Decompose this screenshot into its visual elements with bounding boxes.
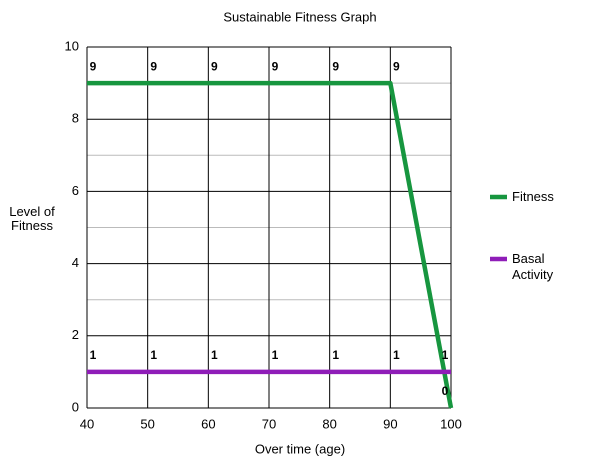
- x-tick-label: 90: [383, 416, 397, 431]
- line-series: [87, 80, 454, 409]
- y-tick-label: 4: [72, 255, 79, 270]
- data-label: 0: [442, 384, 449, 398]
- data-label: 1: [393, 348, 400, 362]
- data-label: 9: [211, 59, 218, 73]
- data-label: 1: [442, 348, 449, 362]
- legend-label: Fitness: [512, 189, 554, 204]
- x-tick-label: 60: [201, 416, 215, 431]
- y-tick-label: 6: [72, 183, 79, 198]
- data-label: 9: [90, 59, 97, 73]
- legend-label: Basal Activity: [512, 251, 554, 282]
- y-tick-label: 2: [72, 327, 79, 342]
- data-label: 1: [150, 348, 157, 362]
- data-label: 9: [393, 59, 400, 73]
- data-label: 9: [272, 59, 279, 73]
- x-tick-label: 40: [80, 416, 94, 431]
- data-label: 1: [90, 348, 97, 362]
- data-label: 9: [332, 59, 339, 73]
- y-axis-label: Level of Fitness: [9, 204, 55, 233]
- data-label: 1: [272, 348, 279, 362]
- x-tick-label: 50: [140, 416, 154, 431]
- x-axis-label: Over time (age): [255, 441, 345, 456]
- y-tick-label: 10: [65, 38, 79, 53]
- y-tick-label: 8: [72, 111, 79, 126]
- data-label: 9: [150, 59, 157, 73]
- x-tick-label: 80: [322, 416, 336, 431]
- y-tick-label: 0: [72, 399, 79, 414]
- data-label: 1: [211, 348, 218, 362]
- x-tick-label: 100: [440, 416, 462, 431]
- x-tick-label: 70: [262, 416, 276, 431]
- data-label: 1: [332, 348, 339, 362]
- chart-title: Sustainable Fitness Graph: [223, 9, 376, 24]
